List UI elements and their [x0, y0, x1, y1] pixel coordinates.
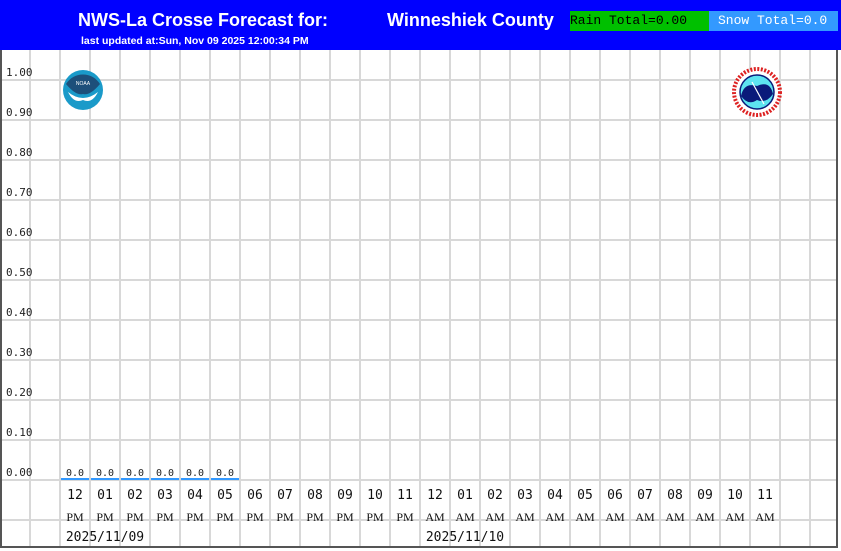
x-hour-label: 06 — [607, 488, 623, 503]
x-ampm-label: AM — [575, 510, 595, 524]
precip-bar — [91, 478, 119, 480]
precip-chart: 0.00 0.10 0.20 0.30 0.40 0.50 0.60 0.70 0.80 0.90… — [0, 50, 838, 548]
precip-bar — [181, 478, 209, 480]
x-ampm-label: AM — [455, 510, 475, 524]
x-hour-label: 02 — [127, 488, 143, 503]
x-hour-label: 10 — [727, 488, 743, 503]
x-hour-label: 07 — [277, 488, 293, 503]
x-hour-label: 04 — [187, 488, 203, 503]
y-tick-label: 0.90 — [6, 106, 33, 119]
x-ampm-label: PM — [126, 510, 144, 524]
x-hour-label: 12 — [67, 488, 83, 503]
y-tick-label: 0.30 — [6, 346, 33, 359]
y-tick-label: 0.20 — [6, 386, 33, 399]
nws-logo-icon — [732, 67, 782, 117]
x-ampm-label: PM — [186, 510, 204, 524]
y-tick-label: 0.50 — [6, 266, 33, 279]
bar-value-label: 0.0 — [96, 468, 114, 479]
x-ampm-label: PM — [156, 510, 174, 524]
x-ampm-label: AM — [605, 510, 625, 524]
x-ampm-label: AM — [755, 510, 775, 524]
y-tick-label: 0.70 — [6, 186, 33, 199]
y-tick-label: 0.00 — [6, 466, 33, 479]
x-ampm-label: PM — [366, 510, 384, 524]
x-date-label: 2025/11/10 — [426, 530, 504, 545]
x-ampm-label: PM — [216, 510, 234, 524]
y-tick-label: 0.80 — [6, 146, 33, 159]
x-ampm-label: AM — [545, 510, 565, 524]
precip-bar — [121, 478, 149, 480]
x-hour-label: 11 — [757, 488, 773, 503]
x-ampm-label: PM — [66, 510, 84, 524]
x-ampm-label: PM — [396, 510, 414, 524]
precip-bar — [211, 478, 239, 480]
x-hour-label: 01 — [97, 488, 113, 503]
x-ampm-label: PM — [336, 510, 354, 524]
x-hour-label: 02 — [487, 488, 503, 503]
x-ampm-label: PM — [246, 510, 264, 524]
page-title: NWS-La Crosse Forecast for: — [78, 10, 329, 30]
x-hour-label: 05 — [577, 488, 593, 503]
x-hour-label: 08 — [667, 488, 683, 503]
bar-value-label: 0.0 — [126, 468, 144, 479]
x-hour-label: 12 — [427, 488, 443, 503]
x-hour-label: 04 — [547, 488, 563, 503]
x-ampm-label: PM — [96, 510, 114, 524]
last-updated: last updated at:Sun, Nov 09 2025 12:00:3… — [81, 35, 309, 47]
x-ampm-label: PM — [276, 510, 294, 524]
rain-total-badge: Rain Total=0.00 — [570, 11, 709, 31]
x-hour-label: 08 — [307, 488, 323, 503]
x-hour-label: 03 — [157, 488, 173, 503]
y-tick-label: 0.60 — [6, 226, 33, 239]
precip-bar — [151, 478, 179, 480]
y-tick-label: 1.00 — [6, 66, 33, 79]
x-ampm-label: AM — [485, 510, 505, 524]
bar-value-label: 0.0 — [156, 468, 174, 479]
x-hour-label: 09 — [697, 488, 713, 503]
y-tick-label: 0.10 — [6, 426, 33, 439]
x-ampm-label: AM — [425, 510, 445, 524]
snow-total-badge: Snow Total=0.0 — [709, 11, 838, 31]
x-hour-label: 06 — [247, 488, 263, 503]
x-ampm-label: AM — [695, 510, 715, 524]
bar-value-label: 0.0 — [216, 468, 234, 479]
x-ampm-label: AM — [725, 510, 745, 524]
x-date-label: 2025/11/09 — [66, 530, 144, 545]
x-hour-label: 05 — [217, 488, 233, 503]
noaa-logo-icon: NOAA — [63, 70, 103, 110]
bar-value-label: 0.0 — [186, 468, 204, 479]
x-hour-label: 01 — [457, 488, 473, 503]
y-tick-label: 0.40 — [6, 306, 33, 319]
precip-bar — [61, 478, 89, 480]
svg-text:NOAA: NOAA — [76, 81, 91, 87]
location-name: Winneshiek County — [387, 10, 554, 30]
x-ampm-label: PM — [306, 510, 324, 524]
x-hour-label: 09 — [337, 488, 353, 503]
x-ampm-label: AM — [635, 510, 655, 524]
x-hour-label: 07 — [637, 488, 653, 503]
bar-value-label: 0.0 — [66, 468, 84, 479]
x-hour-label: 03 — [517, 488, 533, 503]
x-hour-label: 11 — [397, 488, 413, 503]
x-ampm-label: AM — [515, 510, 535, 524]
x-hour-label: 10 — [367, 488, 383, 503]
x-ampm-label: AM — [665, 510, 685, 524]
header-bar: NWS-La Crosse Forecast for: Winneshiek C… — [0, 0, 841, 50]
